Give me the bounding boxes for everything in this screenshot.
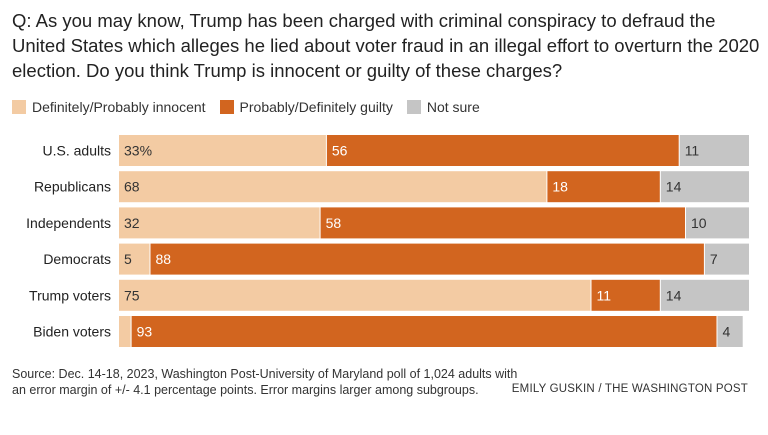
value-label-u-s-adults-not-sure: 11: [685, 143, 700, 159]
value-label-democrats-not-sure: 7: [710, 251, 718, 267]
legend-label-not-sure: Not sure: [426, 99, 480, 115]
bar-democrats-not-sure: [704, 243, 749, 275]
value-label-trump-voters-not-sure: 14: [666, 287, 682, 303]
bar-trump-voters-guilty: [591, 279, 660, 311]
value-label-u-s-adults-guilty: 56: [332, 143, 348, 159]
bar-u-s-adults-innocent: [119, 135, 326, 166]
value-label-independents-innocent: 32: [124, 215, 140, 231]
category-label-independents: Independents: [26, 215, 111, 231]
value-label-u-s-adults-innocent: 33%: [124, 143, 152, 159]
value-label-republicans-innocent: 68: [124, 179, 140, 195]
bar-independents-innocent: [119, 207, 320, 239]
category-label-biden-voters: Biden voters: [33, 324, 111, 340]
bar-democrats-innocent: [119, 243, 150, 275]
value-label-trump-voters-innocent: 75: [124, 287, 140, 303]
chart-question: Q: As you may know, Trump has been charg…: [12, 10, 760, 81]
value-label-democrats-innocent: 5: [124, 251, 132, 267]
value-label-trump-voters-guilty: 11: [597, 287, 612, 303]
category-label-trump-voters: Trump voters: [29, 287, 111, 303]
legend-label-innocent: Definitely/Probably innocent: [32, 99, 206, 115]
value-label-independents-not-sure: 10: [691, 215, 707, 231]
legend-label-guilty: Probably/Definitely guilty: [239, 99, 393, 115]
bar-biden-voters-guilty: [131, 316, 717, 347]
value-label-republicans-not-sure: 14: [666, 179, 682, 195]
bar-u-s-adults-guilty: [326, 135, 679, 166]
bar-republicans-not-sure: [660, 171, 749, 203]
stacked-bar-chart: U.S. adults 33% 56 11 Republicans 68 18 14 Indep…: [26, 135, 749, 347]
value-label-biden-voters-not-sure: 4: [723, 324, 731, 340]
bar-republicans-guilty: [547, 171, 660, 203]
bar-republicans-innocent: [119, 171, 547, 203]
bar-trump-voters-not-sure: [660, 279, 749, 311]
category-label-republicans: Republicans: [34, 179, 111, 195]
bar-democrats-guilty: [150, 243, 704, 275]
value-label-independents-guilty: 58: [326, 215, 342, 231]
legend-item-guilty: Probably/Definitely guilty: [219, 99, 393, 115]
chart-legend: Definitely/Probably innocent Probably/De…: [12, 97, 494, 117]
bar-independents-not-sure: [686, 207, 749, 239]
value-label-republicans-guilty: 18: [552, 179, 568, 195]
category-label-democrats: Democrats: [43, 251, 111, 267]
legend-item-innocent: Definitely/Probably innocent: [12, 99, 206, 115]
bar-biden-voters-not-sure: [717, 316, 743, 347]
credit-line: EMILY GUSKIN / THE WASHINGTON POST: [511, 383, 748, 395]
bar-independents-guilty: [320, 207, 685, 239]
value-label-democrats-guilty: 88: [156, 251, 172, 267]
bar-trump-voters-innocent: [119, 279, 591, 311]
legend-item-not-sure: Not sure: [406, 99, 480, 115]
category-label-u-s-adults: U.S. adults: [43, 143, 111, 159]
value-label-biden-voters-guilty: 93: [137, 324, 153, 340]
legend-swatch-not-sure: [406, 100, 421, 114]
bar-u-s-adults-not-sure: [679, 135, 749, 166]
bar-biden-voters-innocent: [119, 316, 131, 347]
legend-swatch-innocent: [12, 100, 26, 114]
source-note: Source: Dec. 14-18, 2023, Washington Pos…: [12, 367, 518, 397]
legend-swatch-guilty: [219, 100, 234, 114]
